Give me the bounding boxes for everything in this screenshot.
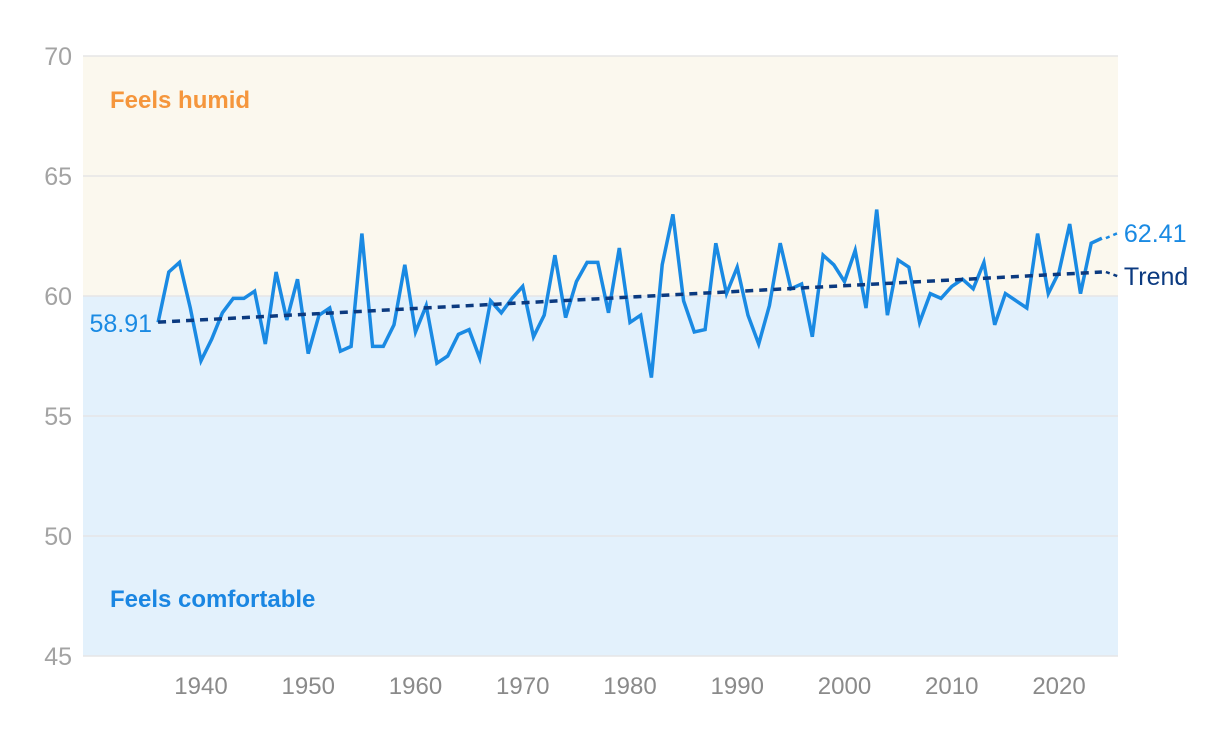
- background-bands: [83, 56, 1118, 656]
- trend-leader: [1105, 270, 1121, 279]
- y-tick-label: 45: [44, 643, 72, 671]
- y-tick-label: 60: [44, 283, 72, 311]
- start-value-label: 58.91: [90, 310, 153, 338]
- y-tick-label: 55: [44, 403, 72, 431]
- x-tick-label: 1970: [496, 673, 549, 700]
- x-tick-label: 1990: [711, 673, 764, 700]
- y-axis-ticks: 45 50 55 60 65 70: [44, 43, 72, 671]
- x-tick-label: 1980: [603, 673, 656, 700]
- trend-label: Trend: [1124, 263, 1188, 291]
- y-tick-label: 65: [44, 163, 72, 191]
- series-layer: [156, 209, 1121, 378]
- series-leader: [1105, 231, 1121, 240]
- x-tick-label: 2010: [925, 673, 978, 700]
- comfortable-band: [83, 296, 1118, 656]
- y-tick-label: 50: [44, 523, 72, 551]
- trend-layer: [157, 270, 1121, 324]
- x-axis-ticks: 1940 1950 1960 1970 1980 1990 2000 2010 2020: [174, 673, 1085, 700]
- y-tick-label: 70: [44, 43, 72, 71]
- x-tick-label: 1960: [389, 673, 442, 700]
- x-tick-label: 1950: [282, 673, 335, 700]
- x-tick-label: 2000: [818, 673, 871, 700]
- x-tick-label: 2020: [1032, 673, 1085, 700]
- humid-zone-label: Feels humid: [110, 87, 250, 114]
- comfortable-zone-label: Feels comfortable: [110, 586, 315, 613]
- trend-line: [157, 270, 1103, 324]
- x-tick-label: 1940: [174, 673, 227, 700]
- end-value-label: 62.41: [1124, 220, 1187, 248]
